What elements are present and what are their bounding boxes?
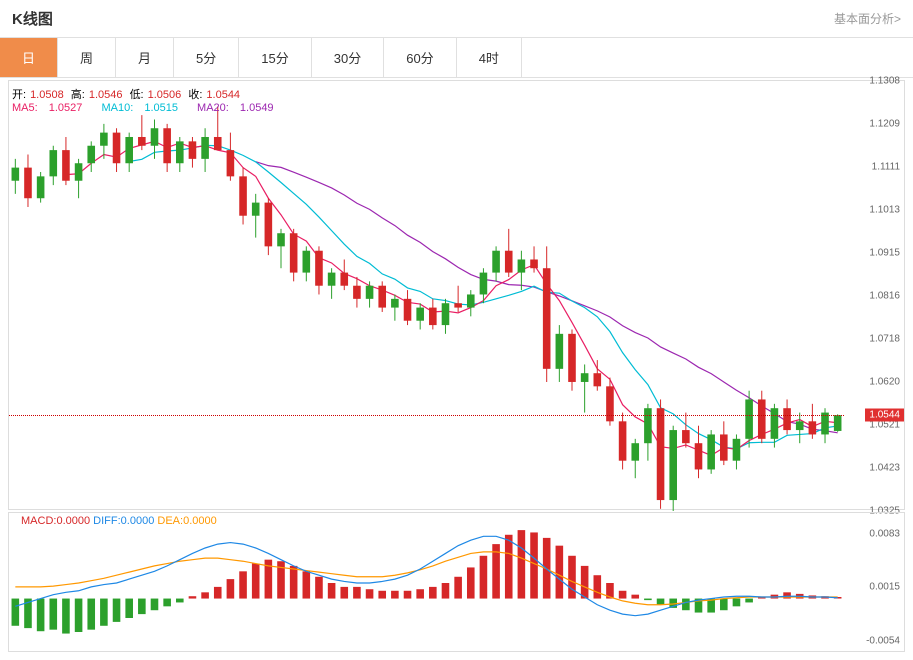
tab-周[interactable]: 周 — [58, 38, 116, 77]
price-marker: 1.0544 — [865, 409, 904, 422]
tab-月[interactable]: 月 — [116, 38, 174, 77]
macd-chart[interactable]: MACD:0.0000 DIFF:0.0000 DEA:0.0000 0.008… — [8, 512, 905, 652]
analysis-link[interactable]: 基本面分析> — [834, 10, 901, 27]
tab-30分[interactable]: 30分 — [312, 38, 384, 77]
ma-readout: MA5: 1.0527 MA10: 1.0515 MA20: 1.0549 — [12, 102, 290, 114]
tab-日[interactable]: 日 — [0, 38, 58, 77]
tab-60分[interactable]: 60分 — [384, 38, 456, 77]
ohlc-readout: 开:1.0508 高:1.0546 低:1.0506 收:1.0544 — [12, 86, 244, 102]
timeframe-tabs: 日周月5分15分30分60分4时 — [0, 38, 913, 78]
candlestick-chart[interactable]: 1.13081.12091.11111.10131.09151.08161.07… — [8, 80, 905, 510]
tab-15分[interactable]: 15分 — [239, 38, 311, 77]
chart-title: K线图 — [12, 8, 53, 29]
tab-5分[interactable]: 5分 — [174, 38, 239, 77]
tab-4时[interactable]: 4时 — [457, 38, 522, 77]
current-price-line — [9, 415, 844, 416]
macd-readout: MACD:0.0000 DIFF:0.0000 DEA:0.0000 — [21, 515, 217, 527]
